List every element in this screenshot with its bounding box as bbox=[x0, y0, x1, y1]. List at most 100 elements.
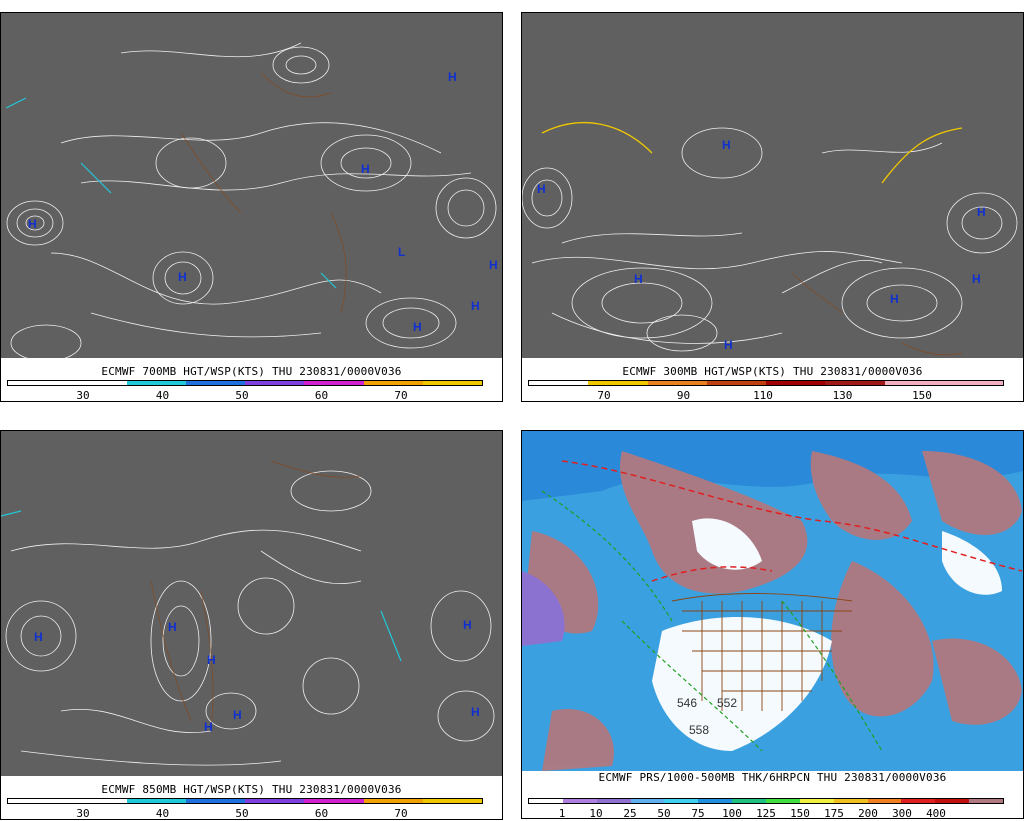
high-marker: H bbox=[972, 272, 981, 286]
colorbar-segment bbox=[529, 799, 563, 803]
colorbar-segment bbox=[596, 799, 631, 803]
colorbar-300mb bbox=[528, 380, 1004, 386]
colorbar-tick-label: 50 bbox=[657, 807, 671, 820]
colorbar-tick-label: 150 bbox=[790, 807, 810, 820]
high-marker: H bbox=[28, 217, 37, 231]
colorbar-tick-label: 200 bbox=[858, 807, 878, 820]
colorbar-tick-label: 50 bbox=[235, 389, 249, 402]
colorbar-segment bbox=[901, 799, 936, 803]
high-marker: H bbox=[489, 258, 498, 272]
colorbar-tick-label: 75 bbox=[691, 807, 705, 820]
colorbar-tick-label: 50 bbox=[235, 807, 249, 820]
colorbar-segment bbox=[8, 381, 68, 385]
colorbar-tick-label: 70 bbox=[394, 389, 408, 402]
colorbar-tick-label: 400 bbox=[926, 807, 946, 820]
panel-precip-title: ECMWF PRS/1000-500MB THK/6HRPCN THU 2308… bbox=[598, 771, 947, 784]
colorbar-tick-label: 130 bbox=[832, 389, 853, 402]
high-marker: H bbox=[233, 708, 242, 722]
high-marker: H bbox=[471, 705, 480, 719]
colorbar-precip bbox=[528, 798, 1004, 804]
thickness-label: 546 bbox=[677, 696, 697, 710]
colorbar-segment bbox=[766, 381, 826, 385]
high-marker: H bbox=[890, 292, 899, 306]
colorbar-segment bbox=[588, 381, 648, 385]
colorbar-segment bbox=[732, 799, 767, 803]
colorbar-segment bbox=[126, 799, 186, 803]
high-marker: H bbox=[168, 620, 177, 634]
map-700mb: H H H H H H H L bbox=[1, 13, 502, 358]
high-marker: H bbox=[463, 618, 472, 632]
colorbar-segment bbox=[185, 799, 245, 803]
colorbar-tick-label: 60 bbox=[314, 807, 329, 820]
high-marker: H bbox=[34, 630, 43, 644]
thickness-label: 552 bbox=[717, 696, 737, 710]
panel-850mb: H H H H H H H ECMWF 850MB HGT/WSP(KTS) T… bbox=[0, 430, 503, 820]
colorbar-segment bbox=[363, 381, 423, 385]
colorbar-tick-label: 300 bbox=[892, 807, 912, 820]
map-precip-svg: 546 552 558 bbox=[522, 431, 1023, 771]
colorbar-tick-label: 150 bbox=[912, 389, 932, 402]
colorbar-segment bbox=[67, 381, 127, 385]
high-marker: H bbox=[204, 720, 213, 734]
colorbar-segment bbox=[8, 799, 68, 803]
map-300mb-svg: H H H H H H H bbox=[522, 13, 1023, 358]
colorbar-tick-label: 40 bbox=[155, 389, 170, 402]
colorbar-segment bbox=[363, 799, 423, 803]
colorbar-segment bbox=[304, 799, 364, 803]
colorbar-segment bbox=[630, 799, 665, 803]
panel-300mb: H H H H H H H ECMWF 300MB HGT/WSP(KTS) T… bbox=[521, 12, 1024, 402]
colorbar-tick-label: 100 bbox=[722, 807, 742, 820]
colorbar-segment bbox=[833, 799, 868, 803]
colorbar-tick-label: 10 bbox=[589, 807, 603, 820]
high-marker: H bbox=[448, 70, 457, 84]
colorbar-segment bbox=[245, 381, 305, 385]
panel-700mb-title: ECMWF 700MB HGT/WSP(KTS) THU 230831/0000… bbox=[101, 365, 402, 378]
high-marker: H bbox=[537, 182, 546, 196]
map-850mb-svg: H H H H H H H bbox=[1, 431, 502, 776]
high-marker: H bbox=[471, 299, 480, 313]
colorbar-700mb bbox=[7, 380, 483, 386]
thickness-label: 558 bbox=[689, 723, 709, 737]
colorbar-ticks-850mb: 30 40 50 60 70 bbox=[7, 807, 483, 821]
colorbar-segment bbox=[422, 381, 482, 385]
colorbar-segment bbox=[867, 799, 902, 803]
colorbar-segment bbox=[884, 381, 944, 385]
high-marker: H bbox=[722, 138, 731, 152]
colorbar-ticks-700mb: 30 40 50 60 70 bbox=[7, 389, 483, 403]
colorbar-segment bbox=[935, 799, 970, 803]
colorbar-tick-label: 30 bbox=[76, 389, 90, 402]
colorbar-segment bbox=[67, 799, 127, 803]
colorbar-segment bbox=[529, 381, 589, 385]
colorbar-segment bbox=[245, 799, 305, 803]
colorbar-tick-label: 1 bbox=[558, 807, 566, 820]
colorbar-segment bbox=[969, 799, 1004, 803]
colorbar-segment bbox=[825, 381, 885, 385]
colorbar-segment bbox=[664, 799, 699, 803]
low-marker: L bbox=[398, 245, 405, 259]
map-700mb-svg: H H H H H H H L bbox=[1, 13, 502, 358]
colorbar-tick-label: 70 bbox=[394, 807, 408, 820]
colorbar-tick-label: 175 bbox=[824, 807, 844, 820]
map-300mb: H H H H H H H bbox=[522, 13, 1023, 358]
high-marker: H bbox=[977, 205, 986, 219]
colorbar-segment bbox=[799, 799, 834, 803]
colorbar-segment bbox=[562, 799, 597, 803]
colorbar-segment bbox=[422, 799, 482, 803]
colorbar-segment bbox=[698, 799, 733, 803]
panel-precip-thickness: 546 552 558 ECMWF PRS/1000-500MB THK/6HR… bbox=[521, 430, 1024, 821]
colorbar-segment bbox=[185, 381, 245, 385]
high-marker: H bbox=[361, 162, 370, 176]
colorbar-segment bbox=[766, 799, 800, 803]
panel-700mb: H H H H H H H L ECMWF 700MB HGT/WSP(KTS)… bbox=[0, 12, 503, 402]
high-marker: H bbox=[207, 653, 216, 667]
colorbar-segment bbox=[126, 381, 186, 385]
colorbar-ticks-precip: 1 10 25 50 75 100 125 150 175 200 300 400 bbox=[528, 807, 1004, 821]
colorbar-tick-label: 70 bbox=[597, 389, 611, 402]
colorbar-ticks-300mb: 70 90 110 130 150 bbox=[528, 389, 1004, 403]
colorbar-tick-label: 125 bbox=[756, 807, 776, 820]
colorbar-segment bbox=[943, 381, 1003, 385]
panel-300mb-title: ECMWF 300MB HGT/WSP(KTS) THU 230831/0000… bbox=[622, 365, 923, 378]
colorbar-850mb bbox=[7, 798, 483, 804]
colorbar-segment bbox=[304, 381, 364, 385]
colorbar-tick-label: 40 bbox=[155, 807, 170, 820]
